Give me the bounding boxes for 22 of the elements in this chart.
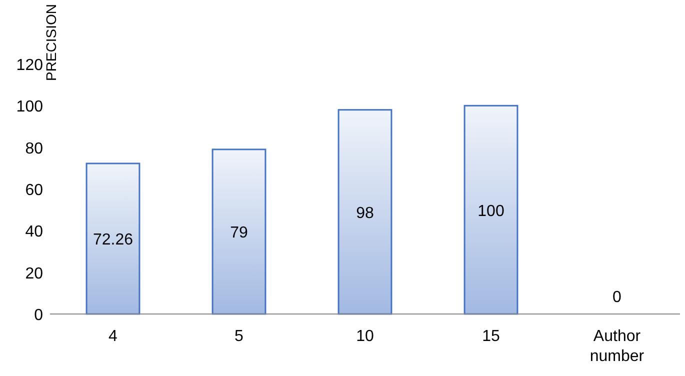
- y-tick-label: 0: [34, 307, 44, 324]
- x-tick-label: 4: [108, 328, 118, 345]
- y-tick-label: 100: [16, 98, 44, 116]
- x-tick-label: Author number: [590, 328, 645, 365]
- y-tick-label: 80: [25, 140, 44, 158]
- bar: [212, 148, 266, 315]
- data-label: 72.26: [92, 232, 134, 249]
- bar: [464, 104, 518, 315]
- x-tick-label: 15: [482, 328, 500, 345]
- data-label: 100: [478, 202, 504, 220]
- x-tick-label: 5: [234, 328, 244, 345]
- data-label: 0: [612, 289, 622, 306]
- y-tick-label: 60: [25, 182, 44, 199]
- bar: [338, 109, 392, 315]
- bar: [86, 162, 140, 315]
- data-label: 79: [230, 224, 248, 242]
- data-label: 98: [356, 204, 374, 222]
- y-tick-label: 40: [25, 224, 44, 241]
- y-tick-label: 120: [16, 57, 44, 74]
- y-axis-title: PRECISION: [43, 4, 59, 82]
- y-tick-label: 20: [25, 265, 44, 282]
- x-tick-label: 10: [356, 328, 374, 345]
